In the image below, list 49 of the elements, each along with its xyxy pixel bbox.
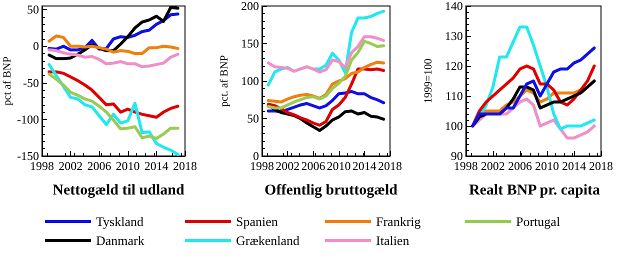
line-series (266, 40, 386, 110)
line-series (48, 48, 180, 68)
x-tick-label: 2010 (116, 159, 140, 173)
line-series (48, 70, 180, 119)
x-tick-label: 2014 (562, 159, 586, 173)
x-tick-label: 2010 (326, 159, 351, 173)
text: Realt BNP pr. capita (468, 182, 601, 198)
x-tick-label: 2010 (534, 159, 559, 173)
legend-label: Spanien (236, 214, 278, 229)
y-tick-label: 200 (241, 0, 259, 13)
y-tick-label: 120 (444, 59, 463, 73)
legend-label: Danmark (96, 233, 145, 248)
y-tick-label: 110 (445, 89, 463, 103)
y-axis-title: pct af BNP (2, 56, 14, 106)
x-tick-label: 2006 (301, 159, 326, 173)
x-tick-label: 2014 (144, 159, 168, 173)
x-tick-label: 2018 (589, 159, 613, 173)
x-tick-label: 2006 (87, 159, 112, 173)
x-tick-label: 2018 (173, 159, 197, 173)
x-tick-label: 2014 (352, 159, 376, 173)
legend-label: Grækenland (236, 233, 300, 248)
legend-label: Frankrig (376, 214, 422, 229)
x-tick-label: 2018 (378, 159, 402, 173)
line-series (266, 35, 386, 74)
y-axis-title: 1999=100 (422, 58, 434, 104)
y-tick-label: -50 (23, 76, 39, 90)
y-tick-label: -100 (17, 112, 39, 126)
text: Nettogæld til udland (52, 182, 185, 198)
x-tick-label: 2002 (58, 159, 83, 173)
y-tick-label: 0 (33, 39, 39, 54)
y-tick-label: 130 (444, 29, 463, 43)
legend-label: Italien (376, 233, 410, 248)
legend-label: Portugal (516, 214, 560, 229)
x-tick-label: 2002 (480, 159, 505, 173)
y-axis-title: pct. af BNP (218, 55, 230, 107)
y-tick-label: 140 (444, 0, 463, 13)
y-tick-label: 100 (241, 74, 259, 88)
y-tick-label: 150 (241, 36, 259, 50)
legend-label: Tyskland (96, 214, 144, 229)
y-tick-label: 100 (444, 119, 463, 133)
y-tick-label: 50 (247, 112, 259, 126)
line-series (471, 46, 596, 128)
line-series (48, 63, 180, 156)
x-tick-label: 2002 (276, 159, 300, 173)
y-tick-label: 50 (27, 2, 39, 17)
line-series (48, 72, 180, 140)
text: Offentlig bruttogæld (264, 182, 398, 198)
line-series (48, 34, 180, 56)
x-tick-label: 2006 (508, 159, 532, 173)
